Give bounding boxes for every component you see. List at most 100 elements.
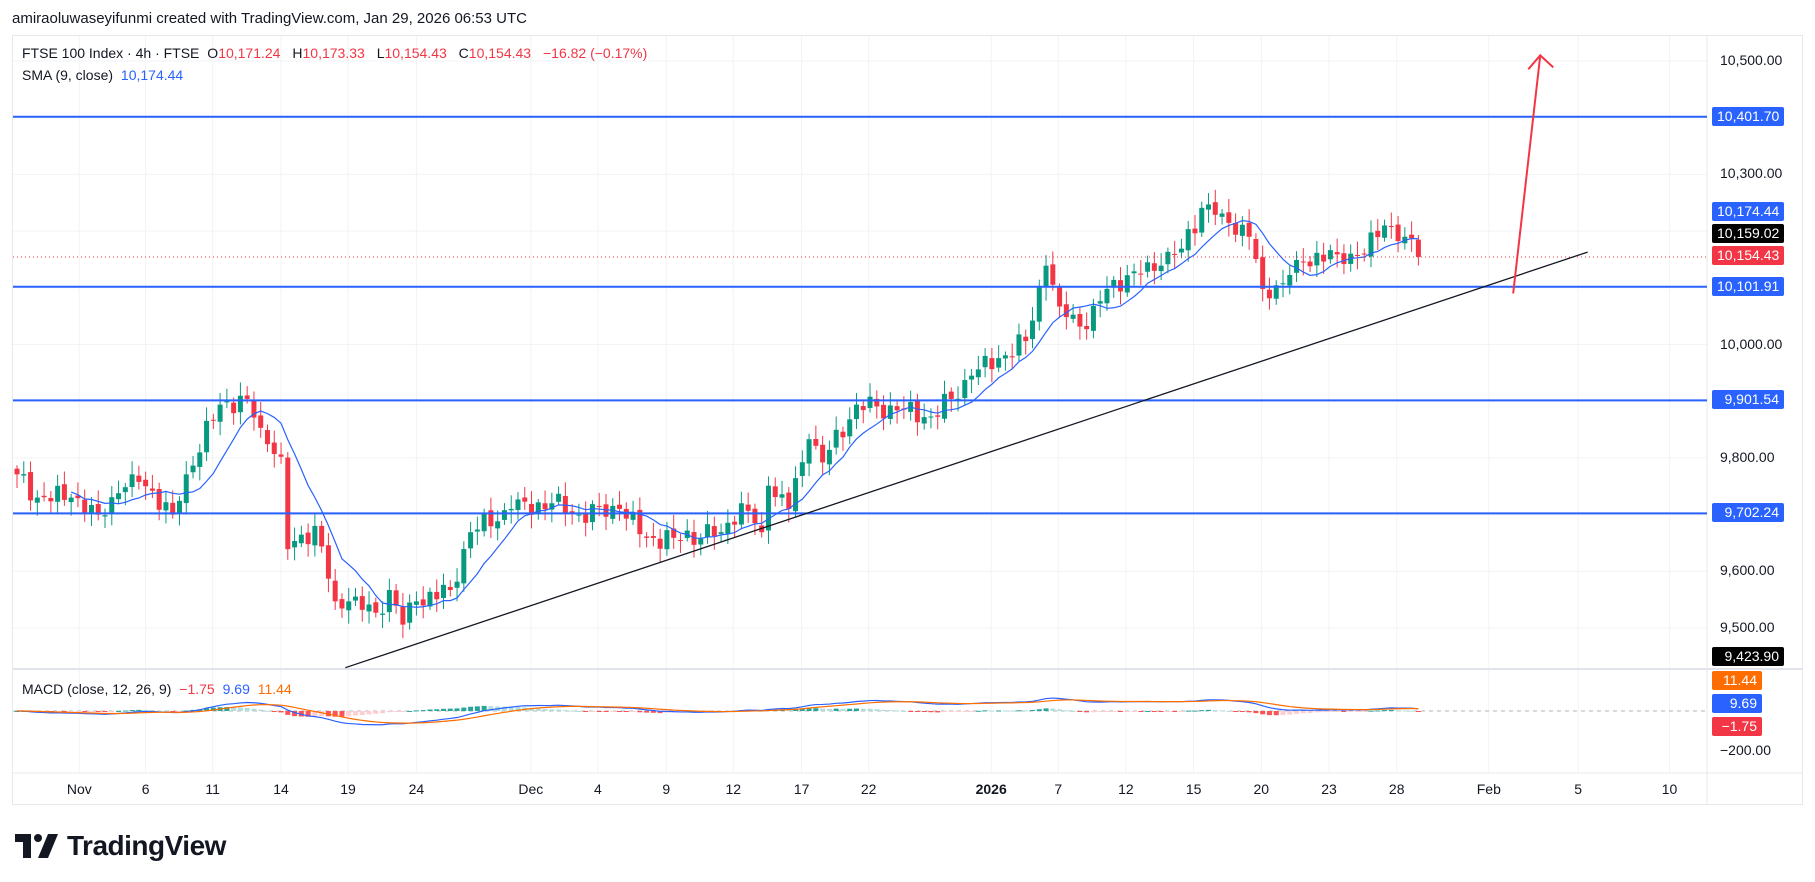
candle-body xyxy=(732,521,738,525)
candle-body xyxy=(718,532,724,534)
macd-histogram-bar xyxy=(887,710,893,712)
macd-histogram-bar xyxy=(204,708,210,711)
candle-body xyxy=(319,525,325,547)
macd-histogram-bar xyxy=(813,708,819,711)
macd-histogram-bar xyxy=(366,711,372,715)
candle-body xyxy=(1361,253,1367,255)
candle-body xyxy=(914,400,920,423)
candle-body xyxy=(366,604,372,612)
candle-body xyxy=(698,537,704,545)
macd-histogram-bar xyxy=(1043,708,1049,711)
candle-body xyxy=(793,478,799,512)
macd-histogram-bar xyxy=(163,710,169,712)
macd-histogram-bar xyxy=(1415,711,1421,712)
candle-body xyxy=(495,521,501,529)
candle-body xyxy=(461,549,467,584)
price-tick-label: 9,600.00 xyxy=(1720,562,1775,579)
candle-body xyxy=(1077,314,1083,327)
macd-histogram-bar xyxy=(1280,711,1286,716)
candle-body xyxy=(1321,254,1327,262)
macd-histogram-bar xyxy=(941,711,947,712)
macd-histogram-bar xyxy=(644,711,650,713)
candle-body xyxy=(847,419,853,437)
candle-body xyxy=(474,529,480,532)
macd-histogram-bar xyxy=(1334,711,1340,712)
candle-body xyxy=(765,485,771,531)
candle-body xyxy=(989,358,995,370)
time-tick-label: 4 xyxy=(593,781,602,797)
macd-histogram-bar xyxy=(1341,711,1347,712)
macd-histogram-bar xyxy=(1165,711,1171,712)
macd-histogram-bar xyxy=(102,711,108,712)
candle-body xyxy=(237,395,243,413)
candle-body xyxy=(210,419,216,421)
macd-histogram-bar xyxy=(1192,710,1198,712)
candle-body xyxy=(441,584,447,598)
macd-histogram-bar xyxy=(610,711,616,712)
candle-body xyxy=(1138,273,1144,275)
candle-body xyxy=(725,522,731,535)
sma-label[interactable]: SMA (9, close) xyxy=(22,67,114,83)
candle-body xyxy=(75,495,81,499)
symbol-title[interactable]: FTSE 100 Index · 4h · FTSE xyxy=(22,45,200,61)
candle-body xyxy=(468,532,474,549)
candle-body xyxy=(34,497,40,503)
macd-histogram-bar xyxy=(14,711,20,712)
candle-body xyxy=(1395,224,1401,242)
macd-histogram-bar xyxy=(562,710,568,712)
candle-body xyxy=(752,508,758,524)
candle-body xyxy=(820,444,826,463)
time-tick-label: 5 xyxy=(1574,781,1583,797)
candle-body xyxy=(1206,204,1212,210)
macd-histogram-bar xyxy=(962,711,968,712)
price-tag: 10,154.43 xyxy=(1712,246,1785,265)
macd-histogram-bar xyxy=(955,711,961,712)
candle-body xyxy=(1334,252,1340,255)
candle-body xyxy=(996,358,1002,368)
candle-body xyxy=(826,449,832,465)
macd-histogram-bar xyxy=(1375,710,1381,712)
candle-body xyxy=(1097,301,1103,304)
macd-histogram-bar xyxy=(650,711,656,713)
candle-body xyxy=(1226,212,1232,223)
macd-histogram-bar xyxy=(1226,710,1232,712)
macd-hist-value: −1.75 xyxy=(179,681,215,697)
candle-body xyxy=(244,395,250,399)
macd-histogram-bar xyxy=(1300,711,1306,714)
candle-body xyxy=(677,540,683,542)
macd-histogram-bar xyxy=(244,707,250,711)
macd-histogram-bar xyxy=(1409,710,1415,712)
macd-histogram-bar xyxy=(657,711,663,714)
macd-histogram-bar xyxy=(921,711,927,713)
macd-histogram-bar xyxy=(1090,711,1096,713)
close-value: 10,154.43 xyxy=(468,45,532,61)
time-tick-label: 2026 xyxy=(975,781,1007,797)
candle-body xyxy=(1233,222,1239,235)
macd-histogram-bar xyxy=(793,709,799,711)
macd-histogram-bar xyxy=(420,710,426,712)
macd-label[interactable]: MACD (close, 12, 26, 9) xyxy=(22,681,172,697)
macd-histogram-bar xyxy=(826,708,832,711)
macd-histogram-bar xyxy=(1294,711,1300,714)
macd-histogram-bar xyxy=(1111,711,1117,712)
candle-body xyxy=(1327,250,1333,260)
candle-body xyxy=(501,510,507,520)
macd-tick-label: −200.00 xyxy=(1720,742,1771,758)
macd-histogram-bar xyxy=(576,710,582,712)
candle-body xyxy=(1070,314,1076,319)
candle-body xyxy=(373,602,379,613)
macd-histogram-bar xyxy=(1395,710,1401,712)
close-label: C xyxy=(458,45,469,61)
candle-body xyxy=(292,540,298,548)
macd-legend: MACD (close, 12, 26, 9) −1.75 9.69 11.44 xyxy=(22,681,296,697)
macd-histogram-bar xyxy=(1314,711,1320,713)
macd-histogram-bar xyxy=(1036,709,1042,711)
candle-body xyxy=(1300,261,1306,263)
sma-value: 10,174.44 xyxy=(120,67,184,83)
macd-histogram-bar xyxy=(122,710,128,712)
time-tick-label: 6 xyxy=(141,781,150,797)
macd-histogram-bar xyxy=(820,708,826,711)
tradingview-logo[interactable]: TradingView xyxy=(15,830,226,862)
macd-histogram-bar xyxy=(1246,711,1252,713)
